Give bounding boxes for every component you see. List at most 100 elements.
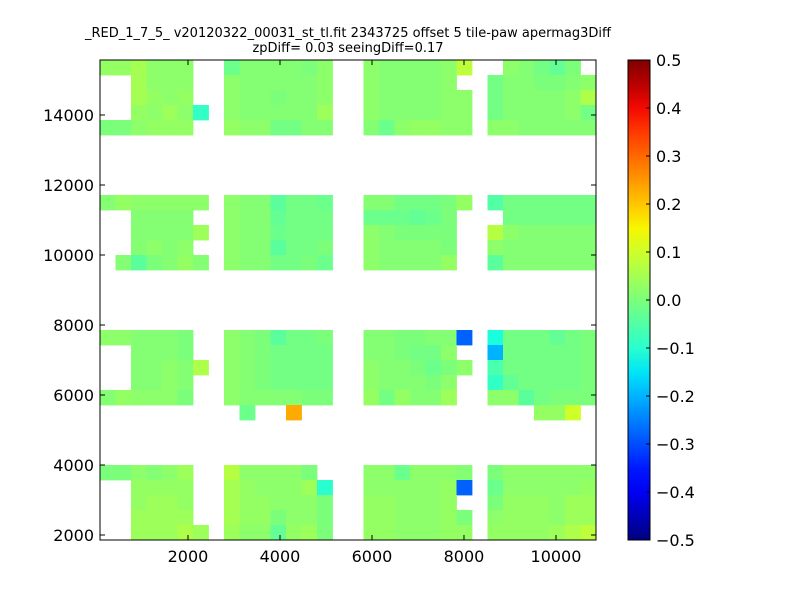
heatmap-cell xyxy=(224,60,240,76)
heatmap-cell xyxy=(115,195,132,211)
heatmap-cell xyxy=(441,195,457,211)
heatmap-cell xyxy=(534,345,550,361)
heatmap-cell xyxy=(394,210,411,226)
heatmap-cell xyxy=(410,375,426,391)
colorbar-tick-label: −0.4 xyxy=(656,483,695,502)
colorbar-tick-label: −0.1 xyxy=(656,339,695,358)
heatmap-cell xyxy=(456,525,473,541)
heatmap-cell xyxy=(146,495,163,511)
heatmap-cell xyxy=(394,90,411,106)
heatmap-cell xyxy=(503,255,519,271)
heatmap-cell xyxy=(286,495,302,511)
heatmap-cell xyxy=(317,210,333,226)
heatmap-cell xyxy=(193,255,209,271)
heatmap-cell xyxy=(162,120,178,136)
heatmap-cell xyxy=(503,360,519,376)
heatmap-cell xyxy=(534,390,550,406)
heatmap-cell xyxy=(286,90,302,106)
heatmap-cell xyxy=(146,360,163,376)
heatmap-cell xyxy=(239,360,256,376)
heatmap-cell xyxy=(425,375,442,391)
heatmap-cell xyxy=(162,225,178,241)
heatmap-cell xyxy=(317,105,333,121)
heatmap-cell xyxy=(177,465,194,481)
x-tick-label: 2000 xyxy=(168,547,209,566)
heatmap-cell xyxy=(410,330,426,346)
heatmap-cell xyxy=(317,225,333,241)
heatmap-cell xyxy=(394,330,411,346)
heatmap-cell xyxy=(503,105,519,121)
heatmap-cell xyxy=(394,510,411,526)
heatmap-cell xyxy=(549,120,566,136)
heatmap-cell xyxy=(441,360,457,376)
heatmap-cell xyxy=(441,255,457,271)
heatmap-cell xyxy=(301,345,318,361)
heatmap-cell xyxy=(363,345,380,361)
heatmap-cell xyxy=(565,75,581,91)
heatmap-cell xyxy=(518,240,535,256)
heatmap-cell xyxy=(177,360,194,376)
heatmap-cell xyxy=(146,225,163,241)
heatmap-cell xyxy=(410,90,426,106)
heatmap-cell xyxy=(286,375,302,391)
heatmap-cell xyxy=(193,195,209,211)
heatmap-cell xyxy=(534,495,550,511)
heatmap-cell xyxy=(363,225,380,241)
heatmap-cell xyxy=(394,240,411,256)
heatmap-cell xyxy=(565,510,581,526)
heatmap-cell xyxy=(317,120,333,136)
heatmap-cell xyxy=(131,480,147,496)
heatmap-cell xyxy=(580,480,597,496)
heatmap-cell xyxy=(317,525,333,541)
heatmap-cell xyxy=(255,255,271,271)
heatmap-cell xyxy=(549,195,566,211)
heatmap-cell xyxy=(131,330,147,346)
y-tick-label: 12000 xyxy=(43,176,94,195)
heatmap-cell xyxy=(503,90,519,106)
heatmap-cell xyxy=(549,495,566,511)
heatmap-cell xyxy=(255,480,271,496)
heatmap-cell xyxy=(115,330,132,346)
heatmap-cell xyxy=(270,210,287,226)
heatmap-cell xyxy=(131,225,147,241)
heatmap-cell xyxy=(286,120,302,136)
heatmap-cell xyxy=(487,465,504,481)
heatmap-cell xyxy=(394,495,411,511)
heatmap-cell xyxy=(379,495,395,511)
heatmap-cell xyxy=(146,60,163,76)
heatmap-cell xyxy=(270,195,287,211)
heatmap-cell xyxy=(177,330,194,346)
heatmap-cell xyxy=(177,210,194,226)
heatmap-cell xyxy=(410,120,426,136)
heatmap-cell xyxy=(456,60,473,76)
heatmap-cell xyxy=(146,330,163,346)
heatmap-cell xyxy=(518,255,535,271)
heatmap-cell xyxy=(317,255,333,271)
heatmap-cell xyxy=(487,495,504,511)
heatmap-cell xyxy=(549,405,566,421)
heatmap-cell xyxy=(549,510,566,526)
heatmap-cell xyxy=(487,105,504,121)
heatmap-cell xyxy=(255,225,271,241)
heatmap-cell xyxy=(317,90,333,106)
heatmap-cell xyxy=(580,195,597,211)
heatmap-cell xyxy=(286,480,302,496)
heatmap-cell xyxy=(270,255,287,271)
y-tick-label: 4000 xyxy=(53,456,94,475)
heatmap-cell xyxy=(162,75,178,91)
heatmap-cell xyxy=(363,90,380,106)
heatmap-cell xyxy=(301,390,318,406)
heatmap-cell xyxy=(115,60,132,76)
heatmap-cell xyxy=(379,525,395,541)
heatmap-cell xyxy=(317,495,333,511)
heatmap-cell xyxy=(255,105,271,121)
heatmap-cell xyxy=(487,225,504,241)
heatmap-cell xyxy=(565,375,581,391)
heatmap-cell xyxy=(239,330,256,346)
heatmap-cell xyxy=(425,345,442,361)
heatmap-cell xyxy=(255,60,271,76)
heatmap-cell xyxy=(394,375,411,391)
heatmap-cell xyxy=(394,120,411,136)
heatmap-cell xyxy=(487,480,504,496)
